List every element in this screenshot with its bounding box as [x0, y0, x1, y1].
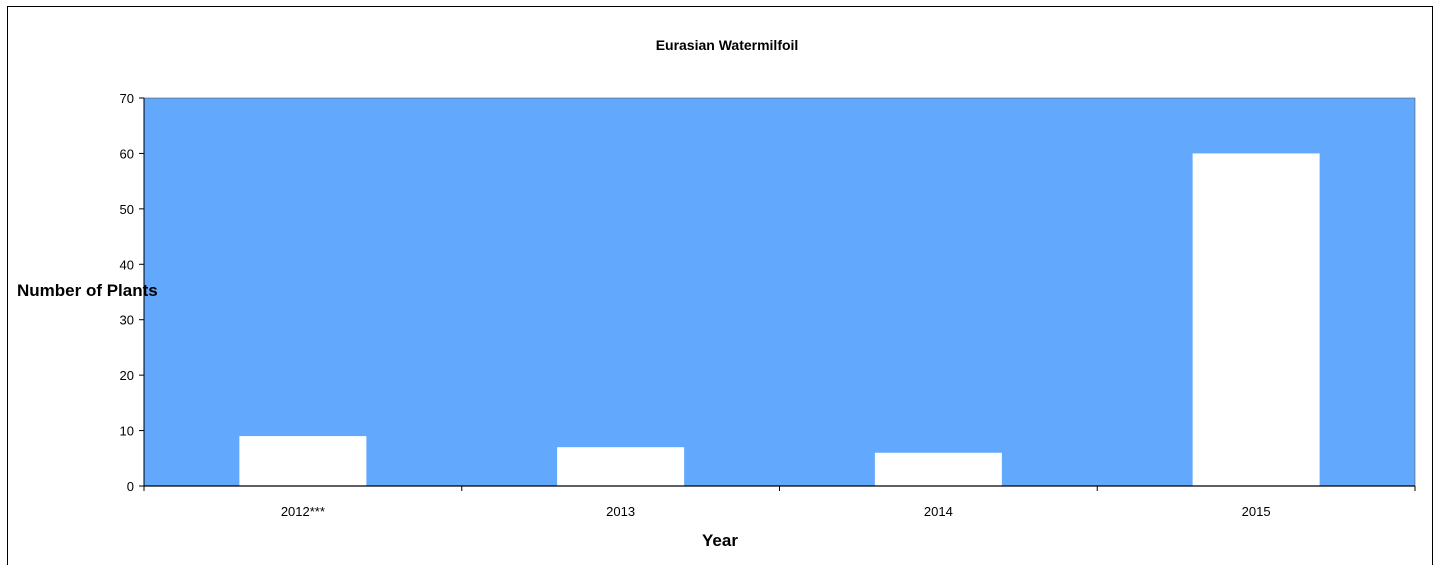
bar-2015 — [1192, 153, 1320, 486]
bar-2012 — [239, 436, 367, 486]
x-tick-label: 2014 — [924, 504, 953, 519]
x-axis-title: Year — [702, 531, 738, 550]
x-tick-label: 2013 — [606, 504, 635, 519]
y-tick-label: 30 — [120, 313, 134, 328]
chart-title: Eurasian Watermilfoil — [656, 37, 799, 53]
bar-2013 — [557, 447, 685, 486]
y-axis-title: Number of Plants — [17, 281, 158, 300]
y-tick-label: 60 — [120, 146, 134, 161]
y-tick-label: 70 — [120, 91, 134, 106]
y-axis-ticks: 0 10 20 30 40 50 60 70 — [120, 91, 144, 494]
x-axis-ticks: 2012*** 2013 2014 2015 — [143, 486, 1416, 519]
x-tick-label: 2015 — [1242, 504, 1271, 519]
x-tick-label: 2012*** — [281, 504, 325, 519]
y-tick-label: 50 — [120, 202, 134, 217]
y-tick-label: 10 — [120, 424, 134, 439]
bar-series — [239, 153, 1320, 486]
bar-2014 — [874, 452, 1002, 486]
y-tick-label: 40 — [120, 257, 134, 272]
y-tick-label: 20 — [120, 368, 134, 383]
y-tick-label: 0 — [127, 479, 134, 494]
